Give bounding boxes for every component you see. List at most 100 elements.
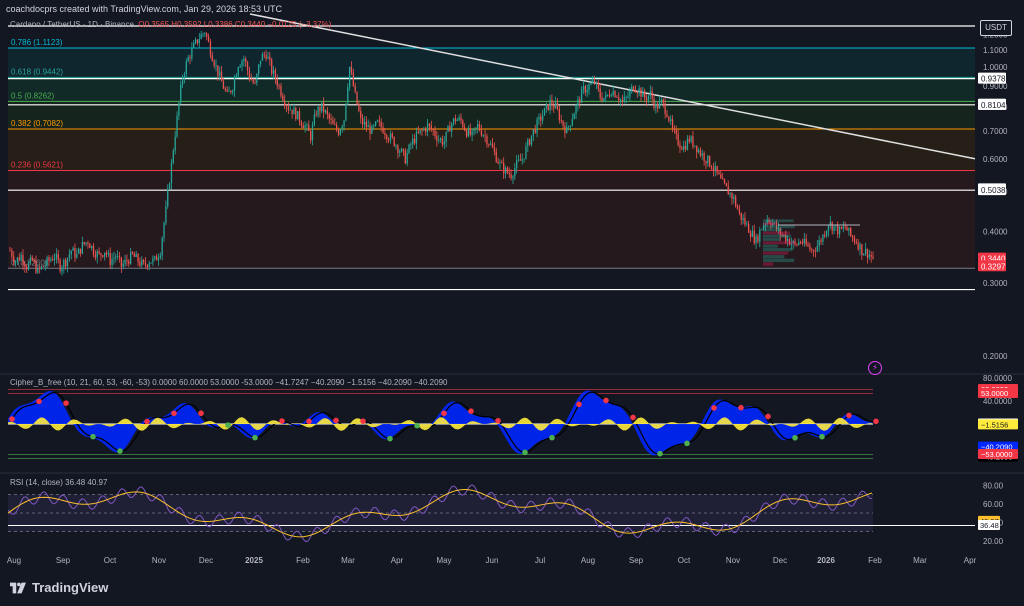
candle-body (564, 125, 566, 134)
candle-body (868, 254, 870, 258)
price-tag (978, 419, 1018, 430)
candle-body (198, 39, 200, 44)
footer (0, 570, 1024, 606)
candle-body (543, 107, 546, 116)
candle-body (170, 162, 173, 184)
candle-body (102, 255, 104, 257)
candle-body (363, 121, 366, 125)
candle-body (42, 266, 45, 268)
x-tick-label: Aug (581, 556, 595, 565)
cipher-title[interactable]: Cipher_B_free (10, 21, 60, 53, -60, -53)… (10, 378, 448, 387)
cipher-signal-dot (36, 398, 42, 405)
price-tag-label: −40.2090 (981, 443, 1013, 452)
fib-fill-bands (8, 47, 975, 269)
candle-body (181, 78, 184, 85)
candle-body (848, 227, 850, 231)
trendline[interactable] (249, 13, 976, 160)
candle-body (315, 114, 317, 116)
x-tick-label: Nov (152, 556, 166, 565)
candle-body (504, 167, 507, 174)
candle-body (261, 54, 264, 61)
candle-body (141, 259, 143, 266)
cipher-signal-dot (603, 397, 609, 404)
candle-body (347, 87, 349, 104)
candle-body (382, 127, 384, 133)
candle-body (163, 222, 165, 238)
candle-body (278, 85, 280, 87)
cipher-signal-dot (90, 433, 96, 440)
price-tag (978, 260, 1006, 272)
candle-body (681, 147, 683, 150)
candle-body (475, 127, 477, 129)
symbol-info[interactable]: Cardano / TetherUS · 1D · Binance O0.356… (10, 20, 331, 29)
price-tag (978, 72, 1006, 84)
candle-body (822, 235, 824, 242)
candle-body (671, 119, 674, 129)
y-tick-label: 0.3000 (983, 279, 1008, 288)
candle-body (486, 136, 488, 145)
volume-profile-bar (763, 237, 781, 241)
fib-label: 0.786 (1.1123) (11, 38, 63, 47)
candle-body (835, 225, 837, 227)
x-tick-label: Mar (341, 556, 355, 565)
candle-body (625, 96, 627, 98)
rsi-ma-line (7, 489, 873, 538)
candle-body (842, 226, 844, 229)
cipher-signal-dot (792, 434, 798, 441)
candle-body (430, 125, 432, 130)
candle-body (645, 98, 648, 101)
candle-body (759, 229, 761, 242)
candle-body (254, 82, 256, 84)
candle-body (690, 136, 692, 142)
cipher-signal-dot (306, 418, 312, 425)
currency-button[interactable]: USDT (980, 20, 1012, 36)
candle-body (165, 206, 167, 223)
candle-body (605, 94, 607, 98)
price-tag (978, 184, 1006, 196)
candle-body (794, 240, 796, 245)
trendline-segment (249, 13, 976, 160)
candle-body (100, 253, 102, 256)
candle-body (217, 65, 219, 76)
candle-body (655, 103, 657, 109)
volume-profile-bar (763, 244, 778, 248)
cipher-signal-dot (441, 410, 447, 417)
volume-profile-bar (763, 262, 773, 266)
candle-body (61, 267, 63, 272)
candle-body (748, 223, 750, 233)
candle-body (779, 228, 781, 235)
candle-body (378, 120, 380, 122)
candle-body (683, 146, 685, 150)
candle-body (701, 153, 703, 156)
candle-body (87, 242, 89, 244)
candle-body (508, 172, 510, 175)
candle-body (176, 115, 178, 137)
candle-body (692, 136, 694, 147)
candle-body (269, 56, 271, 60)
candle-body (154, 256, 156, 259)
candle-body (386, 135, 388, 140)
candle-body (9, 250, 11, 252)
candle-body (196, 39, 199, 44)
fib-levels: 0.786 (1.1123) 0.618 (0.9442) 0.5 (0.8262)… (8, 25, 975, 291)
candle-body (426, 123, 429, 132)
candle-body (128, 261, 130, 264)
candle-body (18, 257, 20, 261)
candle-body (632, 86, 635, 91)
x-tick-label: Jun (486, 556, 499, 565)
lightning-icon[interactable]: ⚡ (868, 361, 882, 375)
price-tag (978, 520, 1000, 531)
price-tag-label: 0.5038 (981, 186, 1006, 195)
rsi-title[interactable]: RSI (14, close) 36.48 40.97 (10, 478, 108, 487)
candle-body (52, 259, 54, 261)
price-tag-label: −53.0000 (981, 450, 1013, 459)
cipher-signal-dot (387, 435, 393, 442)
candle-body (478, 124, 481, 131)
y-tick-label: 20.00 (983, 537, 1004, 546)
tradingview-logo[interactable]: TradingView (10, 580, 108, 595)
candle-body (185, 61, 187, 75)
candle-body (755, 236, 757, 243)
candle-body (105, 252, 108, 255)
candle-body (76, 253, 78, 258)
